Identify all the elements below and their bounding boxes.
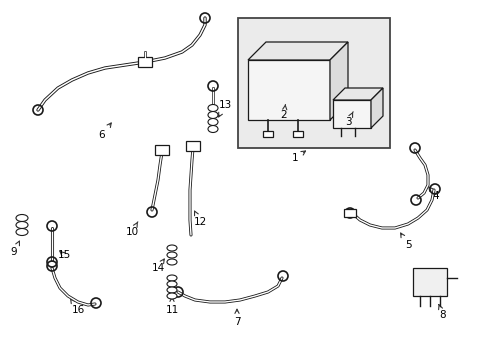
Ellipse shape xyxy=(207,112,218,118)
Ellipse shape xyxy=(167,281,177,287)
Polygon shape xyxy=(370,88,382,128)
Bar xyxy=(155,145,169,155)
Ellipse shape xyxy=(207,118,218,126)
Text: 13: 13 xyxy=(218,100,231,117)
Bar xyxy=(343,209,355,217)
Ellipse shape xyxy=(167,252,177,258)
Bar xyxy=(185,141,200,151)
Ellipse shape xyxy=(167,275,177,281)
Bar xyxy=(238,18,389,148)
Ellipse shape xyxy=(16,221,28,229)
Ellipse shape xyxy=(207,126,218,132)
Text: 11: 11 xyxy=(165,297,178,315)
Bar xyxy=(412,268,446,296)
Ellipse shape xyxy=(167,287,177,293)
Ellipse shape xyxy=(16,229,28,235)
Text: 14: 14 xyxy=(151,259,164,273)
Bar xyxy=(292,131,303,137)
Ellipse shape xyxy=(167,245,177,251)
Text: 5: 5 xyxy=(400,233,410,250)
Bar xyxy=(138,57,152,67)
Text: 7: 7 xyxy=(233,309,240,327)
Text: 6: 6 xyxy=(99,123,111,140)
Ellipse shape xyxy=(167,259,177,265)
Text: 3: 3 xyxy=(344,112,352,127)
Text: 15: 15 xyxy=(57,250,70,260)
Ellipse shape xyxy=(167,293,177,299)
Polygon shape xyxy=(247,42,347,60)
Ellipse shape xyxy=(16,215,28,221)
Bar xyxy=(263,131,272,137)
Polygon shape xyxy=(329,42,347,120)
Text: 10: 10 xyxy=(125,222,138,237)
Text: 1: 1 xyxy=(291,151,305,163)
Polygon shape xyxy=(332,88,382,100)
Text: 16: 16 xyxy=(71,299,84,315)
Ellipse shape xyxy=(207,104,218,112)
Bar xyxy=(247,60,329,120)
Bar xyxy=(332,100,370,128)
Text: 12: 12 xyxy=(193,211,206,227)
Text: 8: 8 xyxy=(438,305,446,320)
Text: 2: 2 xyxy=(280,104,287,120)
Text: 9: 9 xyxy=(11,241,20,257)
Text: 4: 4 xyxy=(427,186,438,201)
